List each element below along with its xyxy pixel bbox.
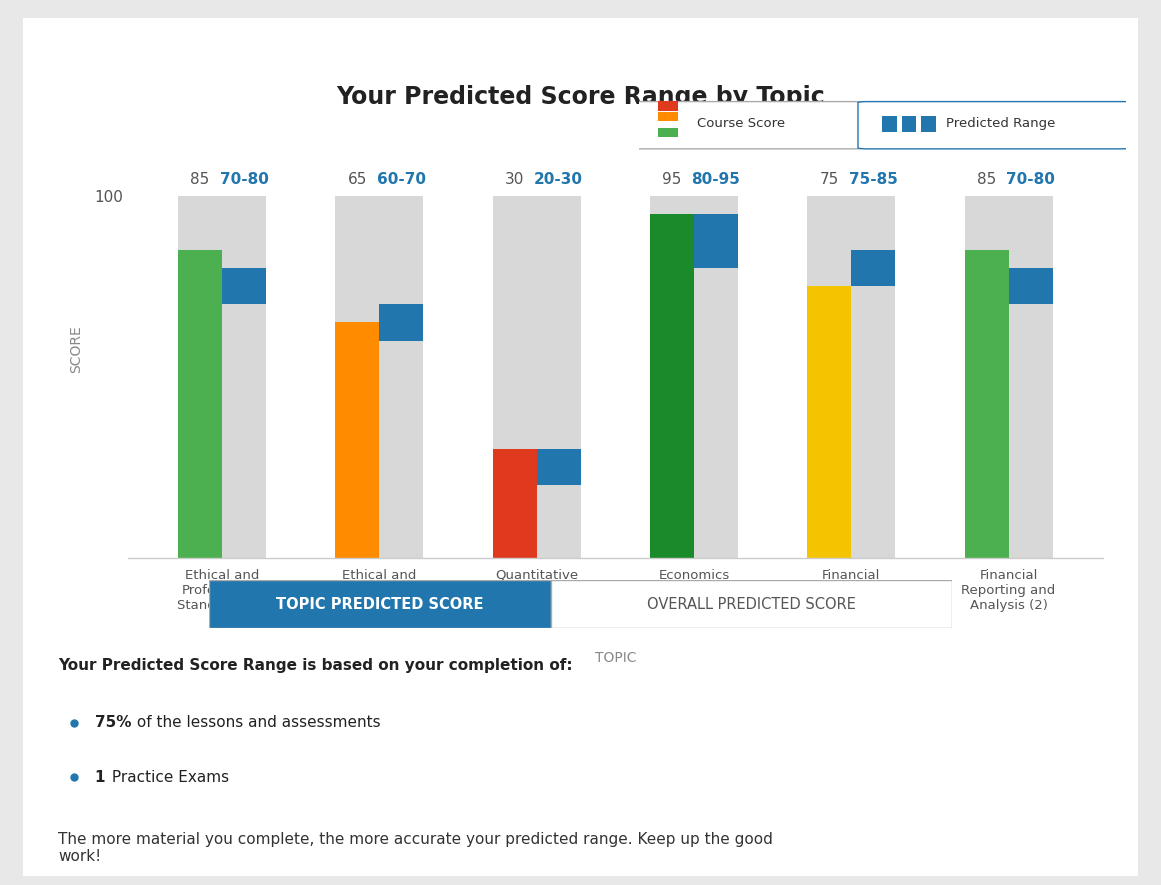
FancyBboxPatch shape [658, 112, 678, 121]
Text: Your Predicted Score Range is based on your completion of:: Your Predicted Score Range is based on y… [58, 658, 572, 673]
Bar [650, 196, 694, 558]
Bar [1009, 268, 1053, 304]
Text: 30: 30 [505, 172, 525, 187]
Text: 85: 85 [976, 172, 996, 187]
Text: 70-80: 70-80 [219, 172, 268, 187]
Bar [178, 196, 222, 558]
Bar [902, 116, 916, 132]
Text: of the lessons and assessments: of the lessons and assessments [132, 715, 381, 730]
Bar [965, 250, 1009, 558]
Bar [178, 250, 222, 558]
Bar [807, 286, 851, 558]
Text: Predicted Range: Predicted Range [946, 118, 1055, 130]
Text: OVERALL PREDICTED SCORE: OVERALL PREDICTED SCORE [647, 596, 856, 612]
Bar [222, 196, 266, 558]
Bar [965, 196, 1009, 558]
Bar [536, 449, 580, 485]
Bar [536, 196, 580, 558]
Text: 95: 95 [662, 172, 682, 187]
Text: 80-95: 80-95 [692, 172, 741, 187]
FancyBboxPatch shape [658, 127, 678, 137]
Bar [1009, 196, 1053, 558]
Y-axis label: SCORE: SCORE [68, 326, 82, 373]
FancyBboxPatch shape [550, 580, 952, 628]
Bar [807, 196, 851, 558]
FancyBboxPatch shape [209, 580, 550, 628]
Bar [851, 250, 895, 286]
Bar [222, 268, 266, 304]
Text: The more material you complete, the more accurate your predicted range. Keep up : The more material you complete, the more… [58, 832, 773, 864]
Text: 70-80: 70-80 [1007, 172, 1055, 187]
Bar [694, 214, 738, 268]
Text: 65: 65 [347, 172, 367, 187]
FancyBboxPatch shape [629, 102, 863, 149]
Bar [336, 322, 380, 558]
Bar [492, 196, 536, 558]
X-axis label: TOPIC: TOPIC [594, 650, 636, 665]
Text: 60-70: 60-70 [377, 172, 426, 187]
FancyBboxPatch shape [658, 101, 678, 111]
Bar [882, 116, 897, 132]
Bar [492, 449, 536, 558]
Text: TOPIC PREDICTED SCORE: TOPIC PREDICTED SCORE [276, 596, 484, 612]
Text: Your Predicted Score Range by Topic: Your Predicted Score Range by Topic [337, 85, 824, 110]
Text: 75: 75 [820, 172, 839, 187]
Text: 75%: 75% [95, 715, 131, 730]
Bar [336, 196, 380, 558]
Bar [380, 304, 424, 341]
Bar [380, 196, 424, 558]
Text: 20-30: 20-30 [534, 172, 583, 187]
Text: 1: 1 [95, 770, 106, 784]
Bar [694, 196, 738, 558]
Bar [922, 116, 936, 132]
FancyBboxPatch shape [858, 102, 1131, 149]
Text: 85: 85 [190, 172, 210, 187]
Text: 75-85: 75-85 [849, 172, 897, 187]
Bar [851, 196, 895, 558]
Text: Practice Exams: Practice Exams [107, 770, 229, 784]
Text: Course Score: Course Score [697, 118, 785, 130]
Bar [650, 214, 694, 558]
